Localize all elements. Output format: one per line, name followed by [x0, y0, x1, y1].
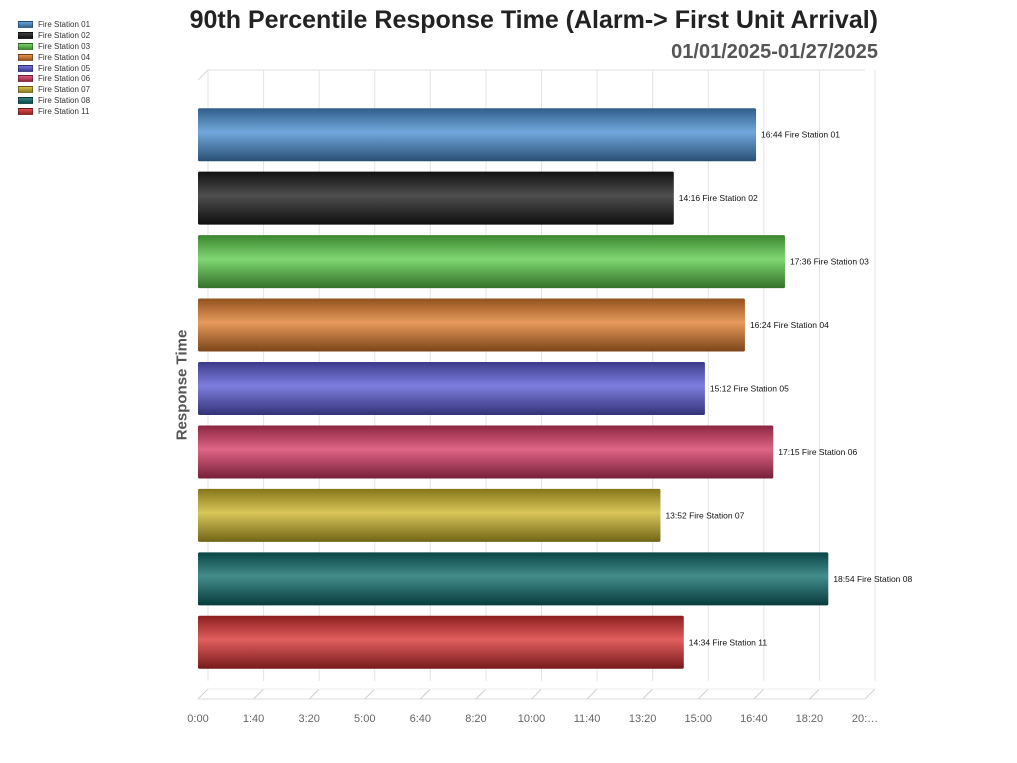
legend-swatch — [18, 75, 33, 83]
x-axis-tick — [419, 688, 431, 700]
x-tick-label: 5:00 — [354, 713, 375, 725]
bar-data-label: 14:16 Fire Station 02 — [679, 193, 758, 203]
legend-label: Fire Station 02 — [38, 30, 91, 40]
bar-fire-station-11[interactable] — [198, 615, 684, 669]
legend-swatch — [18, 42, 33, 50]
x-axis-tick — [864, 688, 876, 700]
legend-item[interactable]: Fire Station 01 — [18, 19, 90, 30]
legend-label: Fire Station 05 — [38, 63, 91, 73]
x-axis-tick — [753, 688, 765, 700]
bar-data-label: 14:34 Fire Station 11 — [689, 637, 768, 647]
legend-swatch — [18, 86, 33, 94]
legend-item[interactable]: Fire Station 04 — [18, 52, 90, 63]
bar-data-label: 18:54 Fire Station 08 — [833, 574, 912, 584]
chart-subtitle: 01/01/2025-01/27/2025 — [671, 41, 878, 63]
x-axis-tick — [809, 688, 820, 700]
x-axis-tick — [642, 688, 654, 700]
x-axis-tick — [697, 688, 709, 700]
x-axis-tick — [531, 688, 542, 700]
x-tick-label: 13:20 — [629, 713, 657, 725]
x-axis-tick — [308, 688, 320, 700]
legend-item[interactable]: Fire Station 07 — [18, 84, 90, 95]
legend-item[interactable]: Fire Station 02 — [18, 30, 90, 41]
chart-title: 90th Percentile Response Time (Alarm-> F… — [189, 6, 878, 34]
x-tick-label: 18:20 — [796, 713, 824, 725]
legend-label: Fire Station 03 — [38, 41, 91, 51]
legend-label: Fire Station 06 — [38, 74, 91, 84]
bar-fire-station-08[interactable] — [198, 552, 829, 606]
legend-label: Fire Station 08 — [38, 96, 91, 106]
x-axis-tick — [475, 688, 487, 700]
x-tick-label: 0:00 — [187, 713, 208, 725]
legend-swatch — [18, 97, 33, 105]
legend-label: Fire Station 01 — [38, 19, 91, 29]
bar-data-label: 16:44 Fire Station 01 — [761, 130, 840, 140]
bar-data-label: 16:24 Fire Station 04 — [750, 320, 829, 330]
bar-data-label: 17:15 Fire Station 06 — [778, 447, 857, 457]
legend-swatch — [18, 108, 33, 116]
bar-data-label: 17:36 Fire Station 03 — [790, 257, 869, 267]
x-tick-label: 11:40 — [574, 713, 601, 725]
x-tick-label: 8:20 — [465, 713, 486, 725]
bar-fire-station-02[interactable] — [198, 171, 674, 225]
bar-data-label: 13:52 Fire Station 07 — [665, 510, 744, 520]
legend-item[interactable]: Fire Station 08 — [18, 95, 90, 106]
legend-item[interactable]: Fire Station 11 — [18, 106, 90, 117]
x-tick-label: 20:… — [852, 713, 878, 725]
legend-swatch — [18, 31, 33, 39]
legend: Fire Station 01 Fire Station 02 Fire Stati… — [18, 19, 90, 117]
bar-fire-station-05[interactable] — [198, 362, 705, 415]
legend-swatch — [18, 53, 33, 61]
x-axis-tick — [364, 688, 376, 700]
bar-fire-station-03[interactable] — [198, 235, 785, 289]
x-axis-tick — [253, 688, 264, 700]
legend-swatch — [18, 20, 33, 28]
bar-fire-station-01[interactable] — [198, 108, 757, 162]
legend-item[interactable]: Fire Station 05 — [18, 63, 90, 74]
legend-item[interactable]: Fire Station 03 — [18, 41, 90, 52]
x-tick-label: 15:00 — [684, 713, 712, 725]
bar-fire-station-04[interactable] — [198, 298, 745, 352]
legend-swatch — [18, 64, 33, 72]
bar-fire-station-07[interactable] — [198, 488, 661, 542]
bar-data-label: 15:12 Fire Station 05 — [710, 384, 789, 394]
x-axis-tick — [586, 688, 598, 700]
x-tick-label: 16:40 — [740, 713, 768, 725]
x-tick-label: 1:40 — [243, 713, 264, 725]
x-tick-label: 6:40 — [410, 713, 431, 725]
legend-item[interactable]: Fire Station 06 — [18, 73, 90, 84]
bar-fire-station-06[interactable] — [198, 425, 774, 479]
legend-label: Fire Station 11 — [38, 107, 90, 117]
legend-label: Fire Station 04 — [38, 52, 91, 62]
legend-label: Fire Station 07 — [38, 85, 91, 95]
x-axis-tick — [197, 688, 209, 700]
x-tick-label: 3:20 — [298, 713, 319, 725]
x-tick-label: 10:00 — [518, 713, 546, 725]
